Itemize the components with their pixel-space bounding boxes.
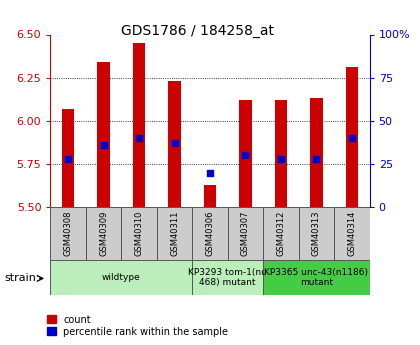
Bar — [204, 185, 216, 207]
FancyBboxPatch shape — [192, 207, 228, 260]
Bar — [62, 109, 74, 207]
Bar — [97, 62, 110, 207]
FancyBboxPatch shape — [299, 207, 334, 260]
Text: wildtype: wildtype — [102, 273, 141, 282]
Bar — [168, 81, 181, 207]
Bar — [275, 100, 287, 207]
Text: GSM40308: GSM40308 — [64, 211, 73, 256]
Point — [242, 152, 249, 158]
Text: strain: strain — [4, 274, 36, 283]
Legend: count, percentile rank within the sample: count, percentile rank within the sample — [47, 315, 228, 337]
Bar — [310, 98, 323, 207]
Point — [171, 140, 178, 146]
Bar — [346, 67, 358, 207]
FancyBboxPatch shape — [50, 260, 192, 295]
Text: KP3365 unc-43(n1186)
mutant: KP3365 unc-43(n1186) mutant — [265, 268, 368, 287]
Text: GSM40311: GSM40311 — [170, 211, 179, 256]
Text: GSM40314: GSM40314 — [347, 211, 356, 256]
Bar — [133, 43, 145, 207]
Text: GSM40312: GSM40312 — [276, 211, 286, 256]
Text: GDS1786 / 184258_at: GDS1786 / 184258_at — [121, 24, 274, 38]
FancyBboxPatch shape — [228, 207, 263, 260]
FancyBboxPatch shape — [334, 207, 370, 260]
Text: GSM40310: GSM40310 — [134, 211, 144, 256]
FancyBboxPatch shape — [157, 207, 192, 260]
FancyBboxPatch shape — [263, 207, 299, 260]
Point — [313, 156, 320, 161]
Point — [278, 156, 284, 161]
Text: GSM40313: GSM40313 — [312, 211, 321, 256]
Text: KP3293 tom-1(nu
468) mutant: KP3293 tom-1(nu 468) mutant — [188, 268, 267, 287]
FancyBboxPatch shape — [50, 207, 86, 260]
Point — [207, 170, 213, 175]
Text: GSM40309: GSM40309 — [99, 211, 108, 256]
Point — [65, 156, 71, 161]
Point — [349, 135, 355, 141]
Text: GSM40307: GSM40307 — [241, 211, 250, 256]
FancyBboxPatch shape — [86, 207, 121, 260]
Text: GSM40306: GSM40306 — [205, 211, 215, 256]
FancyBboxPatch shape — [263, 260, 370, 295]
FancyBboxPatch shape — [192, 260, 263, 295]
Point — [136, 135, 142, 141]
FancyBboxPatch shape — [121, 207, 157, 260]
Point — [100, 142, 107, 148]
Bar — [239, 100, 252, 207]
